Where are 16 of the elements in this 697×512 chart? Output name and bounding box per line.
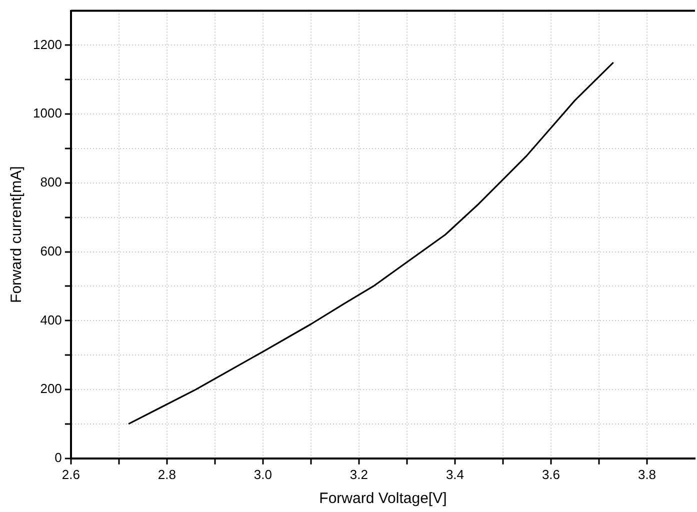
x-tick-label: 3.6 <box>542 466 560 482</box>
x-tick-label: 3.2 <box>350 466 368 482</box>
y-tick-label: 400 <box>40 312 62 328</box>
y-tick-label: 200 <box>40 381 62 396</box>
y-tick-label: 1000 <box>33 106 62 121</box>
x-tick-label: 2.6 <box>62 466 80 482</box>
y-tick-label: 0 <box>54 450 62 465</box>
x-tick-label: 3.8 <box>638 466 656 482</box>
y-axis-title: Forward current[mA] <box>8 166 26 303</box>
x-tick-label: 3.4 <box>446 466 464 482</box>
y-tick-label: 800 <box>40 174 62 190</box>
x-tick-label: 3.0 <box>254 466 272 482</box>
x-tick-label: 2.8 <box>158 466 176 482</box>
y-tick-label: 1200 <box>33 36 62 52</box>
x-axis-title: Forward Voltage[V] <box>319 490 447 508</box>
y-tick-label: 600 <box>40 243 62 258</box>
